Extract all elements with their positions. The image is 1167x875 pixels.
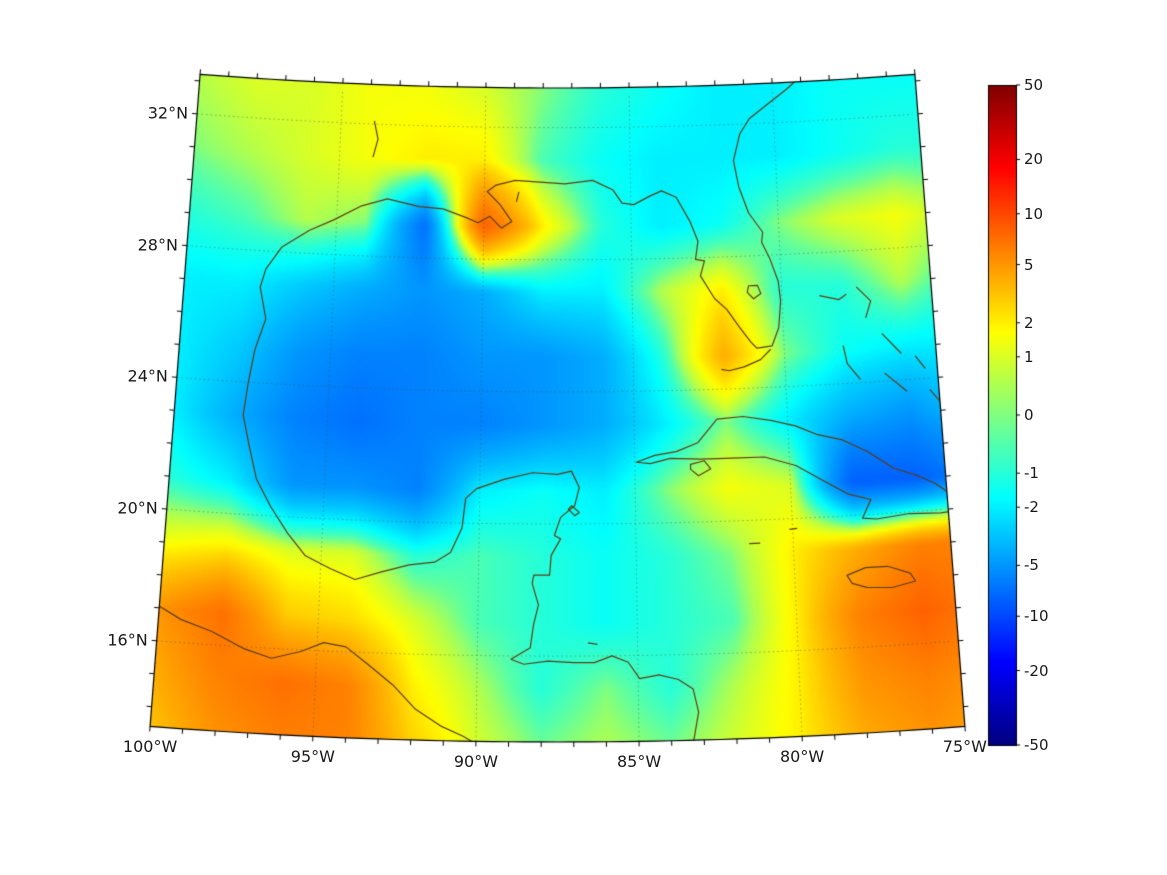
map-heatmap-canvas: [0, 0, 1167, 875]
geo-heatmap-figure: 32°N 28°N 24°N 20°N 16°N 100°W 95°W 90°W 85°W 80°…: [0, 0, 1167, 875]
